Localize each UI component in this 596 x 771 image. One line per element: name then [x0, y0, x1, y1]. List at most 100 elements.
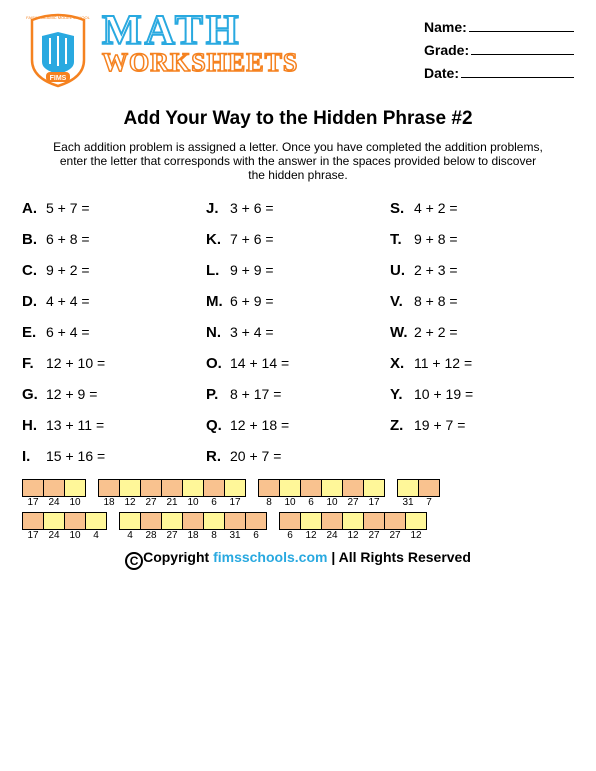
header: FIMS FAISAL ISLAMIC MODEL SCHOOL MATH WO…	[22, 12, 574, 90]
answer-box[interactable]	[224, 512, 246, 530]
box-number: 17	[22, 530, 44, 541]
box-row-2: 1724104428271883166122412272712	[22, 512, 574, 541]
problem-expr: 15 + 16 =	[46, 448, 105, 464]
problem: R.20 + 7 =	[206, 448, 390, 465]
answer-box[interactable]	[161, 479, 183, 497]
problem: K.7 + 6 =	[206, 231, 390, 248]
box-number: 27	[161, 530, 183, 541]
problem-letter: F.	[22, 355, 46, 372]
box-number: 27	[140, 497, 162, 508]
answer-box[interactable]	[279, 479, 301, 497]
worksheet-title: Add Your Way to the Hidden Phrase #2	[22, 108, 574, 130]
box-strip	[279, 512, 427, 530]
answer-box[interactable]	[161, 512, 183, 530]
answer-box[interactable]	[22, 512, 44, 530]
problem-expr: 12 + 10 =	[46, 355, 105, 371]
num-strip: 172410	[22, 497, 86, 508]
answer-box[interactable]	[98, 479, 120, 497]
answer-box[interactable]	[182, 512, 204, 530]
answer-box[interactable]	[43, 512, 65, 530]
problem: O.14 + 14 =	[206, 355, 390, 372]
num-strip: 6122412272712	[279, 530, 427, 541]
box-number: 4	[119, 530, 141, 541]
problem-letter: L.	[206, 262, 230, 279]
problem-letter: T.	[390, 231, 414, 248]
answer-box[interactable]	[300, 479, 322, 497]
answer-box[interactable]	[245, 512, 267, 530]
problem-letter: J.	[206, 200, 230, 217]
problem: Z.19 + 7 =	[390, 417, 574, 434]
answer-box[interactable]	[342, 512, 364, 530]
column-3: S.4 + 2 =T.9 + 8 =U.2 + 3 =V.8 + 8 =W.2 …	[390, 200, 574, 465]
box-number: 7	[418, 497, 440, 508]
answer-box[interactable]	[182, 479, 204, 497]
problem: B.6 + 8 =	[22, 231, 206, 248]
box-number: 18	[182, 530, 204, 541]
answer-box[interactable]	[140, 479, 162, 497]
word-group: 1812272110617	[98, 479, 246, 508]
box-number: 8	[203, 530, 225, 541]
answer-box[interactable]	[203, 479, 225, 497]
answer-box[interactable]	[43, 479, 65, 497]
num-strip: 317	[397, 497, 440, 508]
answer-box[interactable]	[258, 479, 280, 497]
problem: E.6 + 4 =	[22, 324, 206, 341]
answer-box[interactable]	[64, 479, 86, 497]
answer-box[interactable]	[224, 479, 246, 497]
box-number: 24	[43, 497, 65, 508]
problem-expr: 9 + 9 =	[230, 262, 274, 278]
problem: Q.12 + 18 =	[206, 417, 390, 434]
answer-box[interactable]	[279, 512, 301, 530]
problem-expr: 8 + 17 =	[230, 386, 281, 402]
problem-expr: 14 + 14 =	[230, 355, 289, 371]
problem: G.12 + 9 =	[22, 386, 206, 403]
answer-box[interactable]	[397, 479, 419, 497]
answer-boxes: 17241018122721106178106102717317 1724104…	[22, 479, 574, 541]
box-number: 28	[140, 530, 162, 541]
box-strip	[22, 479, 86, 497]
answer-box[interactable]	[22, 479, 44, 497]
problem-expr: 6 + 4 =	[46, 324, 90, 340]
answer-box[interactable]	[140, 512, 162, 530]
answer-box[interactable]	[418, 479, 440, 497]
problem-letter: I.	[22, 448, 46, 465]
problem: P.8 + 17 =	[206, 386, 390, 403]
problem-letter: A.	[22, 200, 46, 217]
problem-expr: 7 + 6 =	[230, 231, 274, 247]
box-number: 8	[258, 497, 280, 508]
box-number: 10	[279, 497, 301, 508]
answer-box[interactable]	[119, 479, 141, 497]
date-field[interactable]	[461, 64, 574, 78]
box-number: 17	[22, 497, 44, 508]
answer-box[interactable]	[321, 479, 343, 497]
problem-letter: G.	[22, 386, 46, 403]
problem: D.4 + 4 =	[22, 293, 206, 310]
answer-box[interactable]	[119, 512, 141, 530]
title-block: MATH WORKSHEETS	[102, 12, 416, 78]
box-number: 12	[405, 530, 427, 541]
answer-box[interactable]	[85, 512, 107, 530]
answer-box[interactable]	[300, 512, 322, 530]
problem-letter: D.	[22, 293, 46, 310]
problem-letter: B.	[22, 231, 46, 248]
problem-expr: 4 + 4 =	[46, 293, 90, 309]
problem-letter: O.	[206, 355, 230, 372]
footer: CCopyright fimsschools.com | All Rights …	[22, 549, 574, 570]
answer-box[interactable]	[64, 512, 86, 530]
name-field[interactable]	[469, 18, 574, 32]
problem-expr: 20 + 7 =	[230, 448, 281, 464]
box-number: 12	[119, 497, 141, 508]
answer-box[interactable]	[405, 512, 427, 530]
answer-box[interactable]	[363, 512, 385, 530]
problem-expr: 13 + 11 =	[46, 417, 104, 433]
answer-box[interactable]	[321, 512, 343, 530]
problem-expr: 12 + 9 =	[46, 386, 97, 402]
answer-box[interactable]	[363, 479, 385, 497]
site-link[interactable]: fimsschools.com	[213, 549, 327, 565]
answer-box[interactable]	[384, 512, 406, 530]
word-group: 317	[397, 479, 440, 508]
grade-field[interactable]	[471, 41, 574, 55]
answer-box[interactable]	[203, 512, 225, 530]
box-number: 31	[224, 530, 246, 541]
answer-box[interactable]	[342, 479, 364, 497]
